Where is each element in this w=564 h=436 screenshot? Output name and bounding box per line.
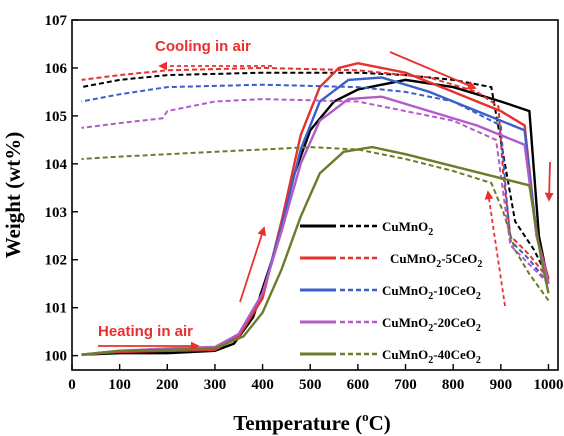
series-0-cooling-curve xyxy=(81,71,550,280)
x-tick-label: 400 xyxy=(251,377,274,393)
x-tick-label: 500 xyxy=(299,377,322,393)
y-tick-label: 104 xyxy=(45,157,68,173)
legend-label: CuMnO2-40CeO2 xyxy=(382,347,481,366)
drop-arrow xyxy=(544,161,554,202)
y-axis-title: Weight (wt%) xyxy=(1,132,25,259)
y-tick-label: 100 xyxy=(45,349,68,365)
rise-arrow xyxy=(239,226,267,303)
series-1-heating-curve xyxy=(81,61,550,356)
annotation-layer: Cooling in air Heating in air xyxy=(98,38,554,351)
plot-frame xyxy=(71,19,559,371)
x-tick-label: 1000 xyxy=(533,377,563,393)
legend-label: CuMnO2-20CeO2 xyxy=(382,315,481,334)
y-tick-label: 102 xyxy=(45,253,68,269)
x-tick-label: 700 xyxy=(394,377,417,393)
y-tick-label: 101 xyxy=(45,301,68,317)
series-4-cooling-curve xyxy=(81,146,550,302)
legend-label: CuMnO2-5CeO2 xyxy=(390,251,482,270)
series-layer xyxy=(81,61,550,356)
series-0-heating-curve xyxy=(81,78,550,356)
heating-annotation: Heating in air xyxy=(98,323,193,340)
legend-label: CuMnO2 xyxy=(382,219,433,238)
x-tick-label: 300 xyxy=(204,377,227,393)
series-2-cooling-curve xyxy=(81,83,550,285)
x-axis-title: Temperature (oC) xyxy=(233,409,391,435)
y-tick-label: 106 xyxy=(45,61,68,77)
plateau-arrow xyxy=(389,51,477,90)
ticks-layer: 0 100 200 300 400 500 600 700 800 900 100010010110… xyxy=(45,13,564,393)
legend-label: CuMnO2-10CeO2 xyxy=(382,283,481,302)
x-tick-label: 800 xyxy=(442,377,465,393)
legend: CuMnO2 CuMnO2-5CeO2 CuMnO2-10CeO2 CuMnO2-20… xyxy=(300,219,482,366)
cooling-annotation: Cooling in air xyxy=(155,38,251,55)
y-tick-label: 107 xyxy=(45,13,68,29)
x-tick-label: 600 xyxy=(347,377,370,393)
y-tick-label: 105 xyxy=(45,109,68,125)
y-tick-label: 103 xyxy=(45,205,68,221)
cooling-rise-arrow xyxy=(484,190,506,307)
x-tick-label: 200 xyxy=(156,377,179,393)
x-tick-label: 100 xyxy=(108,377,131,393)
series-3-cooling-curve xyxy=(81,98,550,285)
x-tick-label: 0 xyxy=(68,377,76,393)
x-tick-label: 900 xyxy=(490,377,513,393)
